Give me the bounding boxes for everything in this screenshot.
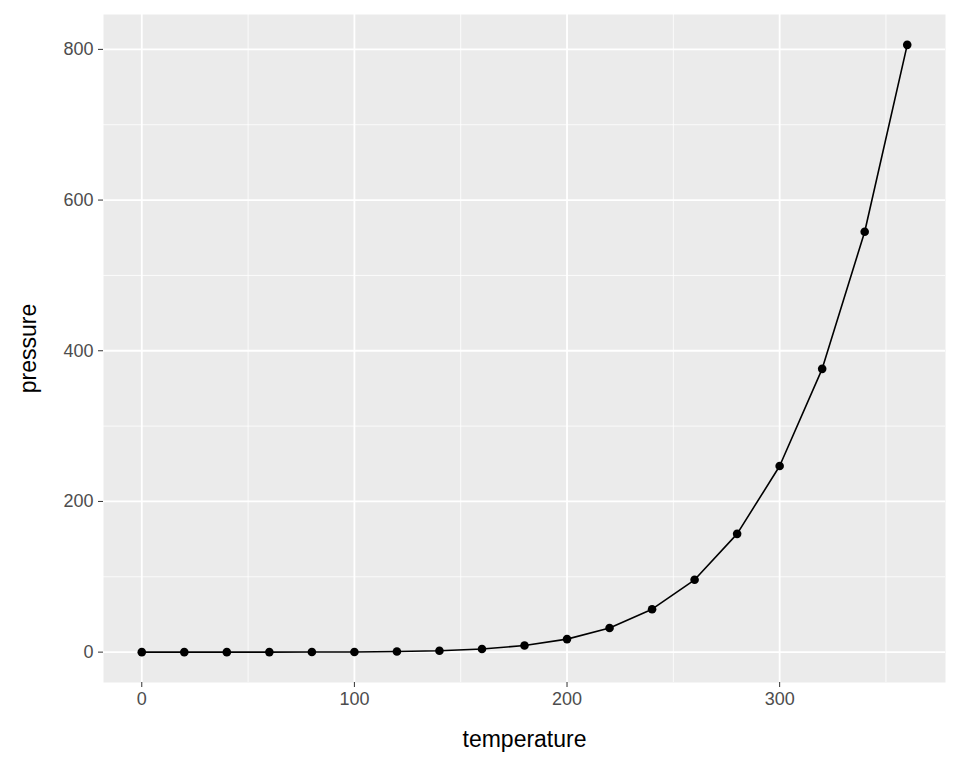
svg-text:600: 600 (63, 190, 93, 210)
svg-text:0: 0 (83, 642, 93, 662)
svg-text:400: 400 (63, 341, 93, 361)
svg-text:300: 300 (765, 689, 795, 709)
svg-text:200: 200 (552, 689, 582, 709)
svg-text:100: 100 (339, 689, 369, 709)
svg-text:pressure: pressure (15, 304, 41, 393)
svg-text:0: 0 (137, 689, 147, 709)
svg-text:200: 200 (63, 491, 93, 511)
svg-text:800: 800 (63, 39, 93, 59)
svg-text:temperature: temperature (462, 726, 586, 752)
